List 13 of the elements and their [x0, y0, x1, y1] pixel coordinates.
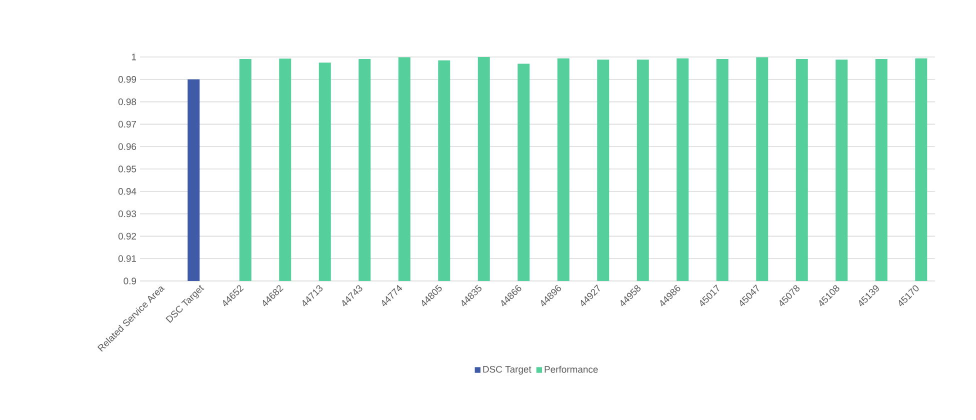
y-tick-label: 0.9	[124, 278, 136, 284]
y-tick-label: 0.95	[118, 166, 136, 172]
y-tick-label: 0.94	[118, 188, 136, 195]
y-tick-label: 0.92	[118, 232, 136, 240]
y-tick-label: 1	[132, 54, 136, 60]
y-tick-label: 0.91	[118, 255, 136, 262]
y-tick-label: 0.93	[118, 210, 136, 218]
legend-label: DSC Target	[483, 366, 532, 375]
y-tick-label: 0.97	[118, 120, 136, 128]
y-tick-label: 0.99	[118, 76, 136, 83]
legend-label: Performance	[544, 366, 598, 373]
y-tick-label: 0.96	[118, 143, 136, 150]
y-tick-label: 0.98	[118, 98, 136, 106]
